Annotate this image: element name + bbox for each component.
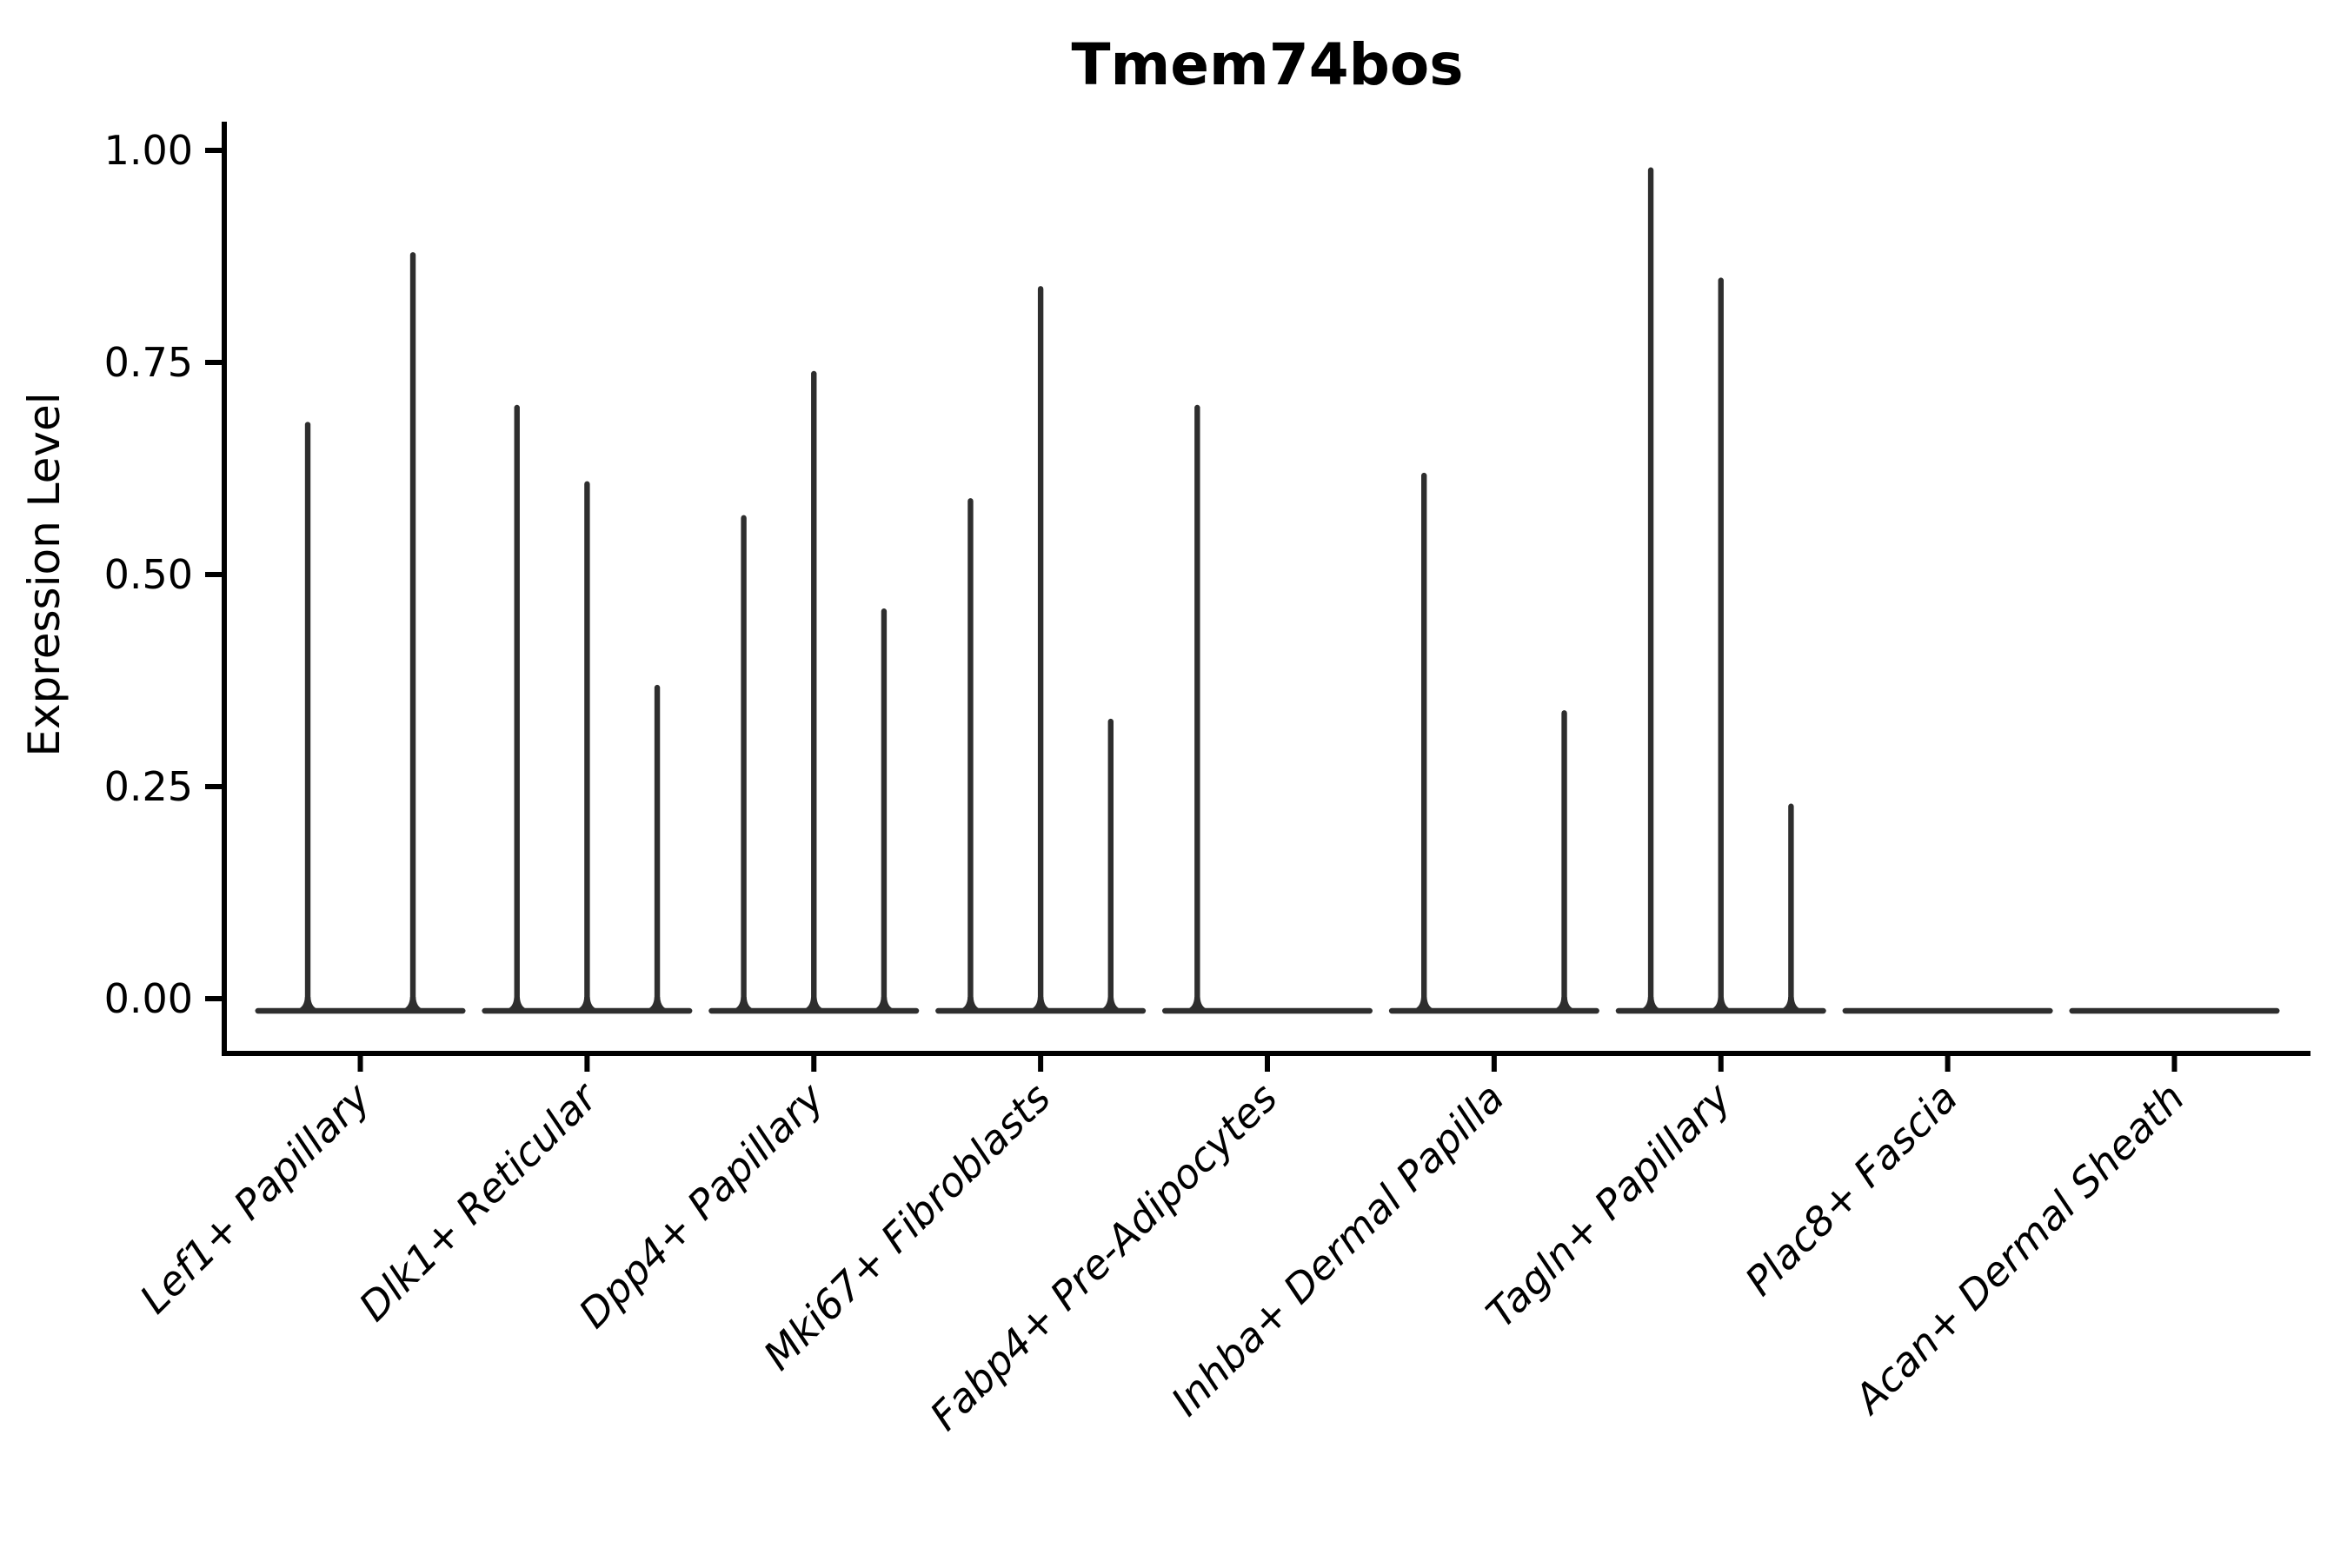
x-tick-label: Dpp4+ Papillary <box>569 1073 833 1337</box>
violin-spike <box>1561 710 1567 1011</box>
violin-spike <box>304 422 311 1011</box>
violin-spike <box>654 684 661 1011</box>
violin-spike <box>741 515 747 1011</box>
y-tick-label: 0.50 <box>104 551 193 598</box>
y-tick-label: 1.00 <box>104 127 193 174</box>
violin-spike <box>967 498 974 1011</box>
violin-baseline <box>2069 1007 2280 1014</box>
violin-spike <box>1647 167 1654 1011</box>
violin-spike <box>881 608 888 1011</box>
violin-spike <box>409 252 416 1011</box>
violin-spike <box>1194 404 1200 1011</box>
violin-baseline <box>1162 1007 1373 1014</box>
violin-spike <box>1107 718 1114 1011</box>
x-tick-label: Tagln+ Papillary <box>1477 1073 1740 1337</box>
x-tick-label: Plac8+ Fascia <box>1736 1074 1966 1305</box>
y-tick-label: 0.25 <box>104 763 193 810</box>
x-tick-label: Lef1+ Papillary <box>130 1073 379 1322</box>
violin-spike <box>1788 803 1794 1011</box>
y-axis-label: Expression Level <box>19 392 70 756</box>
violin-baseline <box>1388 1007 1599 1014</box>
x-tick-label: Dlk1+ Reticular <box>350 1072 608 1330</box>
violin-spike <box>1037 286 1044 1011</box>
violin-spike <box>514 404 520 1011</box>
violin-spike <box>584 481 590 1011</box>
y-tick-label: 0.75 <box>104 339 193 386</box>
plot-area: 1.00 0.75 0.50 0.25 0.00 Lef1+ PapillaryDlk1+… <box>104 127 2280 1439</box>
y-tick-label: 0.00 <box>104 975 193 1022</box>
violin-baseline <box>255 1007 466 1014</box>
violin-spike <box>1718 277 1724 1011</box>
violin-baseline <box>1842 1007 2053 1014</box>
chart-title: Tmem74bos <box>1071 31 1463 98</box>
violin-spike <box>1421 472 1427 1011</box>
violin-spike <box>811 370 817 1011</box>
